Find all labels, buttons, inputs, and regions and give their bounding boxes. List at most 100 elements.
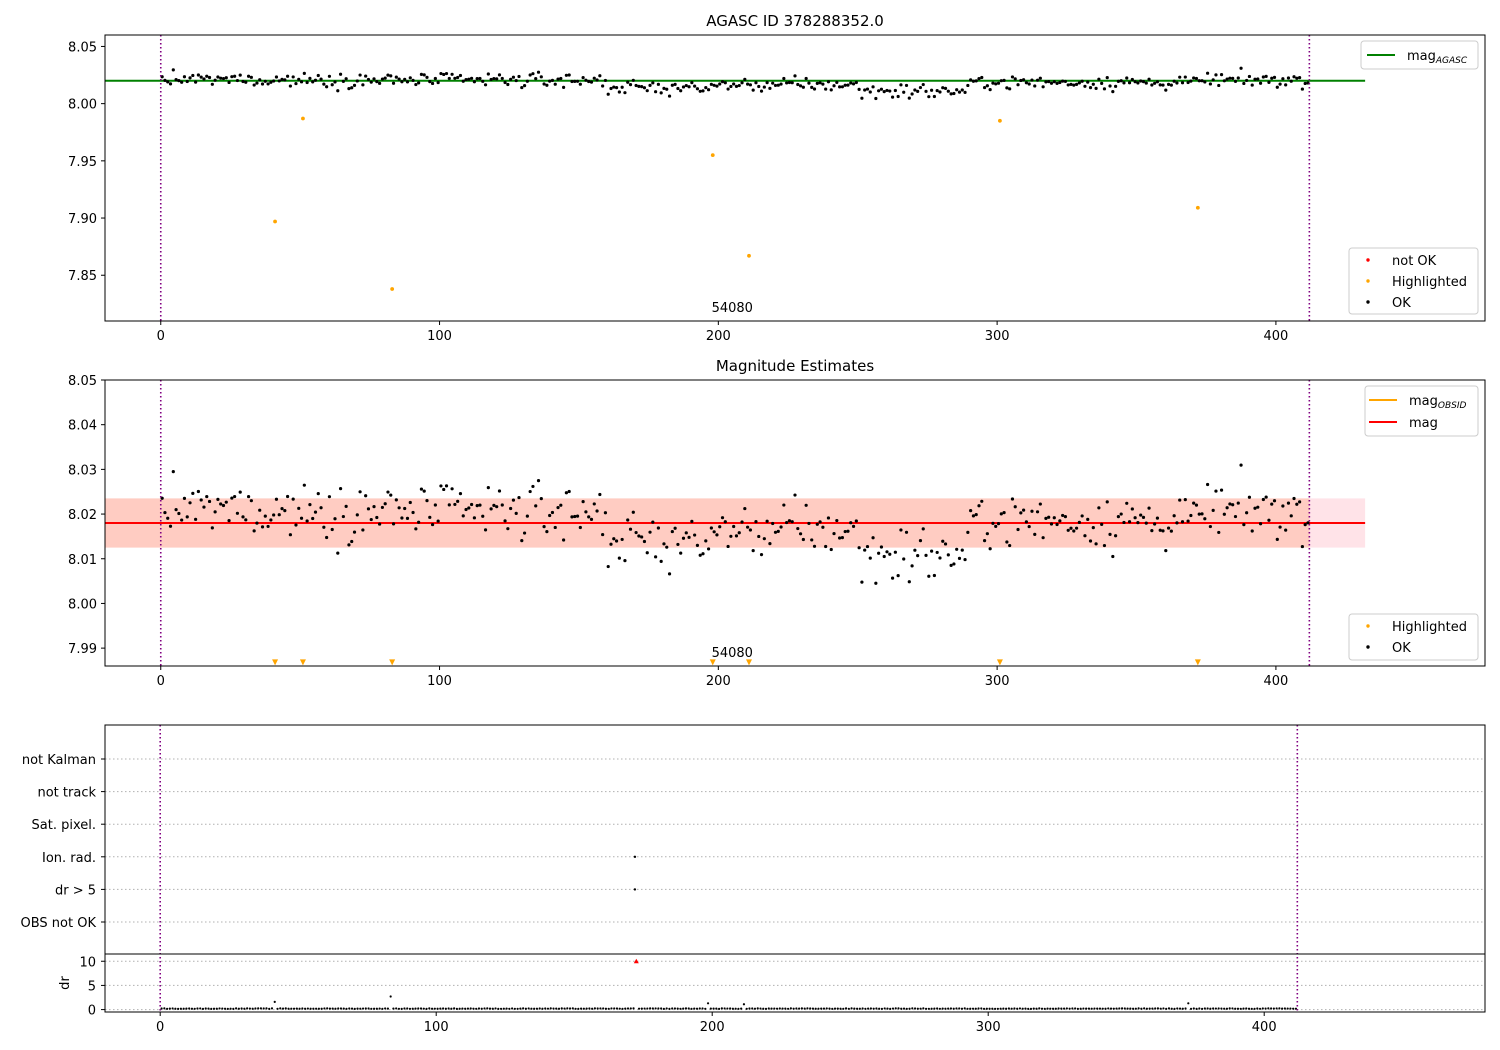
ok-point	[860, 96, 864, 100]
dr-point	[709, 1007, 712, 1010]
ok-point	[358, 490, 362, 494]
ok-point	[762, 537, 766, 541]
dr-point	[1258, 1007, 1262, 1010]
dr-point	[1129, 1007, 1132, 1010]
ok-point	[729, 84, 733, 89]
ok-point	[478, 76, 482, 81]
dr-point	[842, 1007, 845, 1010]
dr-point	[1082, 1007, 1085, 1010]
dr-point	[1107, 1007, 1110, 1010]
ok-point	[1088, 86, 1093, 90]
ok-point	[676, 86, 680, 91]
dr-point	[588, 1007, 591, 1010]
ok-point	[634, 83, 638, 88]
ok-point	[938, 556, 942, 560]
ok-point	[952, 91, 956, 96]
dr-point	[577, 1007, 580, 1010]
dr-point	[315, 1007, 318, 1010]
ok-point	[654, 90, 658, 94]
ok-point	[754, 81, 758, 85]
dr-point	[1016, 1007, 1019, 1010]
ok-point	[1192, 501, 1196, 505]
dr-point	[836, 1007, 839, 1010]
ok-point	[550, 78, 555, 82]
dr-point	[955, 1007, 958, 1010]
dr-point	[375, 1007, 378, 1010]
ok-point	[475, 503, 479, 508]
ok-point	[316, 492, 320, 496]
ok-point	[194, 80, 198, 84]
ok-point	[1219, 73, 1224, 77]
dr-point	[557, 1007, 561, 1010]
dr-point	[568, 1007, 572, 1010]
ok-point	[715, 84, 719, 88]
ok-point	[1002, 510, 1006, 515]
ok-point	[748, 83, 752, 87]
dr-point	[1109, 1007, 1113, 1010]
ok-point	[754, 519, 758, 524]
ok-point	[871, 536, 875, 540]
ok-point	[403, 77, 407, 81]
dr-point	[292, 1007, 296, 1010]
dr-point	[1090, 1007, 1093, 1010]
dr-point	[447, 1007, 450, 1010]
ok-point	[1192, 76, 1196, 80]
ok-point	[534, 77, 538, 81]
dr-point	[1143, 1007, 1146, 1010]
ok-point	[1100, 81, 1104, 85]
ok-point	[1066, 528, 1070, 532]
ok-point	[718, 82, 722, 86]
dr-point	[994, 1007, 997, 1010]
dr-point	[745, 1007, 748, 1010]
dr-point	[326, 1007, 329, 1010]
ok-point	[269, 518, 273, 522]
dr-point	[350, 1007, 354, 1010]
ok-point	[1250, 529, 1254, 533]
ok-point	[1298, 76, 1302, 80]
ok-point	[863, 548, 867, 552]
dr-point	[1217, 1007, 1220, 1010]
ok-point	[221, 503, 226, 508]
ok-point	[690, 81, 694, 85]
ok-point	[202, 505, 206, 509]
ok-point	[969, 509, 973, 513]
ok-point	[1231, 76, 1235, 80]
ok-point	[391, 522, 396, 526]
ok-point	[762, 85, 766, 89]
dr-point	[342, 1007, 345, 1010]
ok-point	[957, 556, 962, 561]
dr-point	[999, 1007, 1002, 1010]
y-tick-label: 7.90	[68, 212, 97, 227]
ok-point	[614, 86, 619, 90]
dr-point	[649, 1007, 652, 1010]
ok-point	[199, 75, 203, 79]
ok-point	[188, 501, 192, 505]
ok-point	[327, 495, 332, 499]
dr-point	[1220, 1007, 1223, 1010]
ok-point	[637, 84, 641, 88]
ok-point	[238, 490, 242, 494]
ok-point	[308, 76, 312, 80]
ok-point	[1197, 79, 1201, 83]
x-tick-label: 300	[985, 674, 1010, 689]
ok-point	[246, 74, 251, 78]
ok-point	[704, 539, 708, 543]
ok-point	[419, 487, 424, 491]
dr-point	[276, 1007, 279, 1010]
ok-point	[874, 581, 878, 585]
ok-point	[587, 79, 591, 84]
dr-point	[177, 1007, 180, 1010]
dr-point	[875, 1007, 878, 1010]
ok-point	[1069, 82, 1073, 86]
ok-point	[798, 84, 803, 88]
ok-point	[333, 80, 337, 84]
ok-point	[645, 551, 649, 555]
dr-point	[925, 1007, 928, 1010]
dr-point	[480, 1007, 483, 1010]
ok-point	[687, 535, 691, 539]
dr-point	[1051, 1007, 1055, 1010]
ok-point	[893, 88, 897, 93]
x-tick-label: 200	[700, 1020, 725, 1035]
ok-point	[428, 79, 432, 84]
ok-point	[642, 86, 647, 90]
